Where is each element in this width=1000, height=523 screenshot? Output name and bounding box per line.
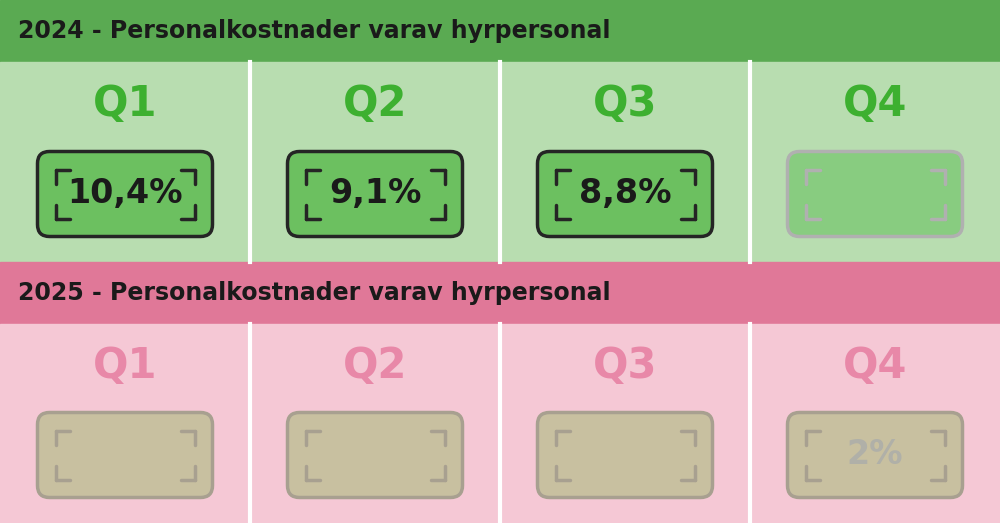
Text: 2024 - Personalkostnader varav hyrpersonal: 2024 - Personalkostnader varav hyrperson… [18,19,610,43]
Text: Q2: Q2 [343,83,407,125]
Text: 2025 - Personalkostnader varav hyrpersonal: 2025 - Personalkostnader varav hyrperson… [18,281,611,305]
Bar [0,0,1000,62]
FancyBboxPatch shape [38,413,212,497]
Text: 2%: 2% [847,438,903,472]
FancyBboxPatch shape [538,152,712,236]
Text: Q1: Q1 [93,83,157,125]
FancyBboxPatch shape [288,152,462,236]
FancyBboxPatch shape [288,413,462,497]
Text: Q1: Q1 [93,345,157,387]
Text: 10,4%: 10,4% [67,177,183,210]
Bar [0,324,1000,523]
FancyBboxPatch shape [788,413,962,497]
Bar [0,62,1000,262]
Text: 8,8%: 8,8% [579,177,671,210]
FancyBboxPatch shape [538,413,712,497]
Text: Q4: Q4 [843,83,907,125]
Bar [0,262,1000,324]
FancyBboxPatch shape [38,152,212,236]
Text: Q3: Q3 [593,83,657,125]
FancyBboxPatch shape [788,152,962,236]
Text: Q3: Q3 [593,345,657,387]
Text: Q4: Q4 [843,345,907,387]
Text: 9,1%: 9,1% [329,177,421,210]
Text: Q2: Q2 [343,345,407,387]
